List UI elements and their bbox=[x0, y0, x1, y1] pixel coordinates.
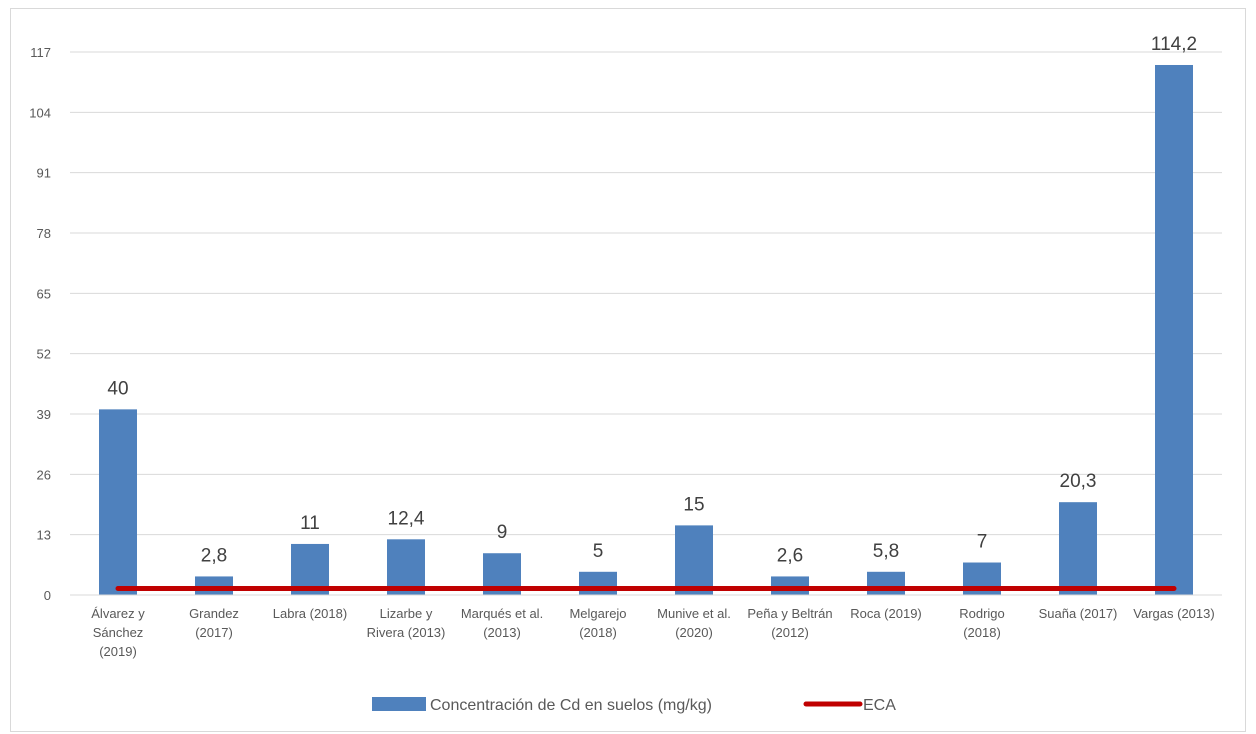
x-tick-label-line: (2018) bbox=[579, 625, 617, 640]
y-tick-label: 13 bbox=[37, 528, 51, 543]
x-tick-label-line: Melgarejo bbox=[569, 606, 626, 621]
x-tick-label: Peña y Beltrán (2012) bbox=[747, 606, 832, 640]
x-tick-label: Vargas (2013) bbox=[1133, 606, 1214, 621]
bar bbox=[195, 576, 233, 595]
bar bbox=[675, 525, 713, 595]
y-tick-label: 39 bbox=[37, 407, 51, 422]
data-label: 2,6 bbox=[777, 545, 803, 566]
bar bbox=[1059, 502, 1097, 595]
x-tick-label-line: Munive et al. bbox=[657, 606, 731, 621]
data-label: 2,8 bbox=[201, 545, 227, 566]
chart-frame bbox=[10, 8, 1246, 732]
data-label: 5,8 bbox=[873, 541, 899, 562]
x-tick-label-line: Suaña (2017) bbox=[1039, 606, 1118, 621]
x-tick-label-line: Roca (2019) bbox=[850, 606, 922, 621]
data-label: 40 bbox=[107, 378, 128, 399]
y-tick-label: 52 bbox=[37, 347, 51, 362]
x-tick-label: Melgarejo (2018) bbox=[569, 606, 626, 640]
y-tick-label: 78 bbox=[37, 226, 51, 241]
y-tick-label: 0 bbox=[44, 588, 51, 603]
bar bbox=[867, 571, 905, 595]
bar bbox=[387, 539, 425, 595]
legend-swatch-bar bbox=[372, 697, 426, 711]
legend-label-bar: Concentración de Cd en suelos (mg/kg) bbox=[430, 697, 712, 714]
data-label: 12,4 bbox=[388, 508, 425, 529]
x-tick-label: Roca (2019) bbox=[850, 606, 922, 621]
x-tick-label-line: Álvarez y bbox=[91, 606, 145, 621]
x-tick-label: Labra (2018) bbox=[273, 606, 347, 621]
x-tick-label-line: Labra (2018) bbox=[273, 606, 347, 621]
x-tick-label-line: Marqués et al. bbox=[461, 606, 543, 621]
y-tick-label: 104 bbox=[29, 105, 51, 120]
data-label: 5 bbox=[593, 541, 604, 562]
x-tick-label: Grandez (2017) bbox=[189, 606, 239, 640]
bar bbox=[1155, 64, 1193, 595]
bar bbox=[99, 409, 137, 595]
x-tick-label-line: Rivera (2013) bbox=[367, 625, 446, 640]
x-tick-label-line: (2019) bbox=[99, 644, 137, 659]
x-tick-label-line: Sánchez bbox=[93, 625, 144, 640]
x-tick-label-line: Vargas (2013) bbox=[1133, 606, 1214, 621]
x-tick-label-line: Peña y Beltrán bbox=[747, 606, 832, 621]
data-label: 15 bbox=[683, 494, 704, 515]
data-label: 11 bbox=[300, 513, 320, 534]
x-tick-label-line: (2017) bbox=[195, 625, 233, 640]
data-label: 7 bbox=[977, 532, 988, 553]
x-tick-label-line: Rodrigo bbox=[959, 606, 1005, 621]
x-tick-label: Lizarbe y Rivera (2013) bbox=[367, 606, 446, 640]
x-tick-label-line: Grandez bbox=[189, 606, 239, 621]
x-tick-label-line: (2018) bbox=[963, 625, 1001, 640]
x-tick-label: Álvarez y Sánchez (2019) bbox=[91, 606, 145, 659]
x-tick-label-line: (2020) bbox=[675, 625, 713, 640]
bar bbox=[771, 576, 809, 595]
x-tick-label-line: (2012) bbox=[771, 625, 809, 640]
y-tick-label: 91 bbox=[37, 166, 51, 181]
x-tick-label: Rodrigo (2018) bbox=[959, 606, 1005, 640]
x-tick-label: Marqués et al. (2013) bbox=[461, 606, 543, 640]
x-tick-label-line: (2013) bbox=[483, 625, 521, 640]
x-tick-label: Suaña (2017) bbox=[1039, 606, 1118, 621]
data-label: 9 bbox=[497, 522, 508, 543]
bar bbox=[579, 571, 617, 595]
y-tick-label: 26 bbox=[37, 467, 51, 482]
x-tick-label-line: Lizarbe y bbox=[380, 606, 433, 621]
data-label: 114,2 bbox=[1151, 34, 1197, 55]
data-label: 20,3 bbox=[1060, 471, 1097, 492]
legend-label-line: ECA bbox=[863, 697, 896, 714]
y-tick-label: 117 bbox=[30, 45, 51, 60]
y-tick-label: 65 bbox=[37, 286, 51, 301]
x-tick-label: Munive et al. (2020) bbox=[657, 606, 731, 640]
